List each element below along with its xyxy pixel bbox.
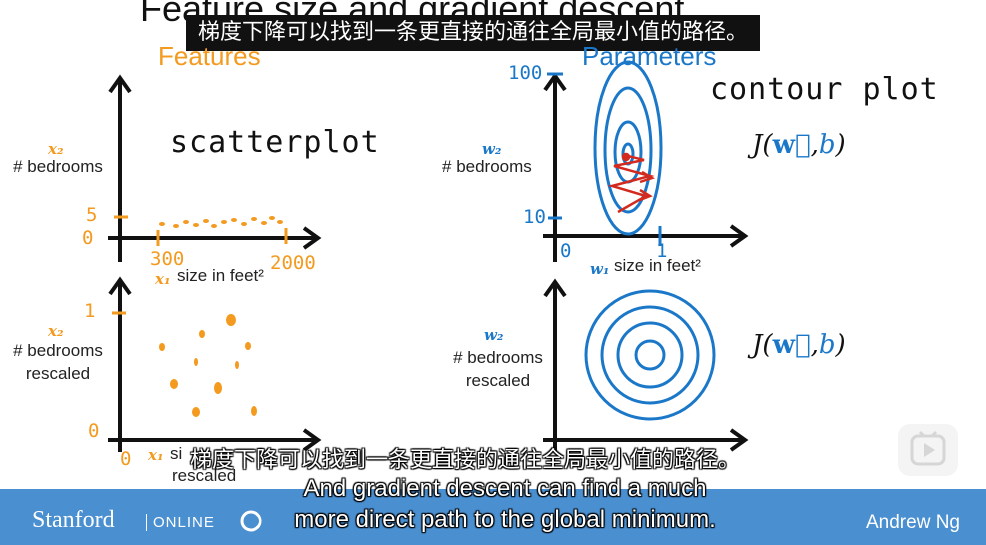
bottom-right-axes <box>543 278 749 452</box>
tr-tick-x-lo: 0 <box>560 240 572 262</box>
bottom-right-contours <box>584 289 716 421</box>
parameters-heading: Parameters <box>582 41 717 71</box>
tr-x-label: size in feet² <box>614 256 701 275</box>
bl-tick-x-lo: 0 <box>120 448 132 470</box>
tr-x-var: w₁ <box>590 260 610 278</box>
bottom-left-points <box>159 314 257 417</box>
tl-x-var: x₁ <box>155 270 171 288</box>
bl-x-label-2: rescaled <box>172 466 237 485</box>
contour-plot-annotation: contour plot <box>710 72 939 107</box>
tr-tick-y-lo: 10 <box>523 206 546 228</box>
br-y-label-2: rescaled <box>465 371 531 390</box>
tl-tick-y-hi: 5 <box>86 204 98 226</box>
tl-y-label: # bedrooms <box>13 157 103 176</box>
tl-y-var: x₂ <box>48 140 64 158</box>
tr-y-label: # bedrooms <box>442 157 532 176</box>
tl-tick-x-lo: 300 <box>150 248 185 270</box>
tl-tick-x-hi: 2000 <box>270 252 316 274</box>
subtitle-top: 梯度下降可以找到一条更直接的通往全局最小值的路径。 <box>186 15 761 51</box>
tr-tick-x-hi: 1 <box>656 240 668 262</box>
bl-x-var: x₁ <box>148 446 164 464</box>
footer-bar <box>0 489 986 545</box>
subtitle-english-line1: And gradient descent can find a much <box>303 475 707 502</box>
br-y-label-1: # bedrooms <box>453 348 543 367</box>
tr-cost-function: J(w⃗,b) <box>752 130 846 160</box>
bl-tick-y-hi: 1 <box>84 300 96 322</box>
tr-y-var: w₂ <box>482 140 502 158</box>
play-button[interactable] <box>898 424 958 476</box>
features-heading: Features <box>158 41 261 71</box>
bl-x-label-1: si <box>170 444 183 463</box>
subtitle-chinese: 梯度下降可以找到一条更直接的通往全局最小值的路径。 <box>190 448 741 473</box>
top-right-descent-path <box>607 152 655 214</box>
br-cost-function: J(w⃗,b) <box>752 330 846 360</box>
bl-y-label-2: rescaled <box>25 364 91 383</box>
top-left-points <box>159 216 283 228</box>
top-left-axes <box>108 74 322 262</box>
bl-y-label-1: # bedrooms <box>13 341 103 360</box>
tl-x-label: size in feet² <box>177 266 264 285</box>
play-icon <box>910 430 946 466</box>
tl-tick-y-lo: 0 <box>82 227 94 249</box>
top-right-contours <box>593 60 663 236</box>
br-y-var: w₂ <box>484 326 504 344</box>
bottom-left-axes <box>108 276 322 452</box>
bl-tick-y-lo: 0 <box>88 420 100 442</box>
subtitle-english-line2: more direct path to the global minimum. <box>294 506 716 533</box>
partner-logo-icon <box>240 510 262 532</box>
instructor-name: Andrew Ng <box>866 512 960 533</box>
stanford-logo: Stanford <box>32 507 115 533</box>
bl-y-var: x₂ <box>48 322 64 340</box>
top-right-axes <box>543 72 749 262</box>
tr-tick-y-hi: 100 <box>508 62 543 84</box>
online-label: ONLINE <box>146 514 215 531</box>
scatterplot-annotation: scatterplot <box>170 125 380 160</box>
